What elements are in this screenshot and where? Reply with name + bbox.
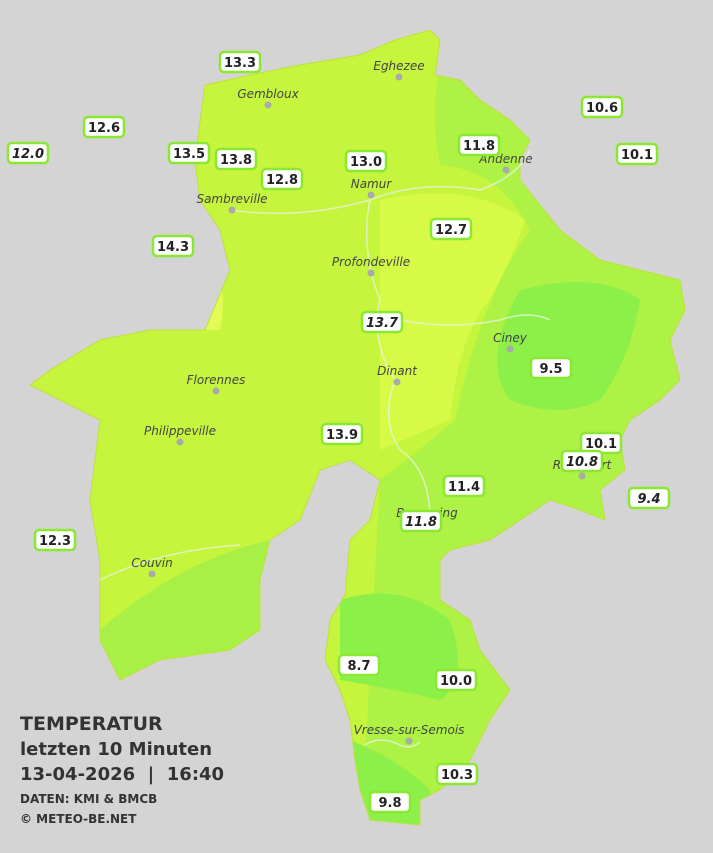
- city-label: Profondeville: [332, 255, 410, 269]
- subtitle: letzten 10 Minuten: [20, 739, 212, 760]
- datetime: 13-04-2026 | 16:40: [20, 764, 224, 785]
- city-dot: [228, 206, 236, 214]
- station-value: 13.0: [350, 155, 382, 170]
- station-box: [615, 142, 659, 166]
- city-dot: [405, 737, 413, 745]
- station-value: 13.5: [173, 147, 205, 162]
- station-value: 10.1: [621, 148, 653, 163]
- station-box: [337, 653, 381, 677]
- station-value: 11.4: [448, 480, 480, 495]
- station-value: 10.1: [585, 437, 617, 452]
- station-value: 10.6: [586, 101, 618, 116]
- city-label: Eghezee: [373, 59, 424, 73]
- station-box: [218, 50, 262, 74]
- station-value: 13.9: [326, 428, 358, 443]
- city-dot: [264, 101, 272, 109]
- source: DATEN: KMI & BMCB: [20, 792, 157, 806]
- station-value: 11.8: [463, 139, 495, 154]
- city-dot: [367, 269, 375, 277]
- credit: © METEO-BE.NET: [20, 812, 137, 826]
- city-dot: [395, 73, 403, 81]
- city-label: Philippeville: [144, 424, 216, 438]
- station-value: 8.7: [347, 659, 370, 674]
- station-box: [442, 474, 486, 498]
- station-box: [429, 217, 473, 241]
- station-box: [368, 790, 412, 814]
- station-box: [260, 167, 304, 191]
- station-box: [580, 95, 624, 119]
- station-value: 13.3: [224, 56, 256, 71]
- city-label: Florennes: [187, 373, 246, 387]
- city-label: Gembloux: [237, 87, 299, 101]
- city-dot: [506, 345, 514, 353]
- station-value: 9.5: [539, 362, 562, 377]
- station-value: 12.0: [12, 147, 44, 162]
- station-value: 12.3: [39, 534, 71, 549]
- station-value: 13.7: [366, 316, 399, 331]
- station-box: [6, 141, 50, 165]
- station-box: [435, 762, 479, 786]
- city-dot: [212, 387, 220, 395]
- city-dot: [367, 191, 375, 199]
- station-value: 12.8: [266, 173, 298, 188]
- city-label: Namur: [351, 177, 393, 191]
- station-box: [399, 509, 443, 533]
- station-value: 13.8: [220, 153, 252, 168]
- station-box: [457, 133, 501, 157]
- city-dot: [502, 166, 510, 174]
- station-box: [82, 115, 126, 139]
- station-box: [167, 141, 211, 165]
- station-value: 10.0: [440, 674, 472, 689]
- city-dot: [393, 378, 401, 386]
- station-box: [33, 528, 77, 552]
- station-box: [344, 149, 388, 173]
- city-label: Vresse-sur-Semois: [354, 723, 465, 737]
- station-box: [560, 449, 604, 473]
- station-value: 9.4: [637, 492, 660, 507]
- station-box: [627, 486, 671, 510]
- station-value: 12.6: [88, 121, 120, 136]
- station-box: [214, 147, 258, 171]
- station-box: [320, 422, 364, 446]
- station-value: 9.8: [378, 796, 401, 811]
- station-value: 14.3: [157, 240, 189, 255]
- station-box: [529, 356, 573, 380]
- station-value: 10.3: [441, 768, 473, 783]
- station-value: 10.8: [566, 455, 598, 470]
- city-label: Ciney: [493, 331, 528, 345]
- city-label: Dinant: [377, 364, 418, 378]
- city-label: Couvin: [131, 556, 172, 570]
- city-dot: [578, 472, 586, 480]
- station-box: [151, 234, 195, 258]
- city-dot: [148, 570, 156, 578]
- station-box: [360, 310, 404, 334]
- station-box: [434, 668, 478, 692]
- city-label: Sambreville: [196, 192, 267, 206]
- station-value: 12.7: [435, 223, 467, 238]
- title: TEMPERATUR: [20, 713, 163, 735]
- station-value: 11.8: [405, 515, 437, 530]
- city-dot: [176, 438, 184, 446]
